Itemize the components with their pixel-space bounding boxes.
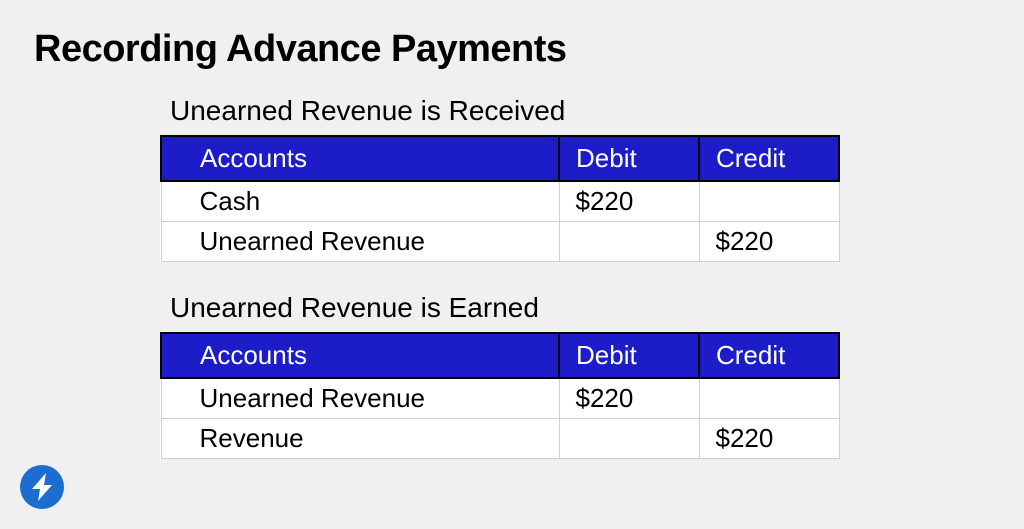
cell-debit <box>559 222 699 262</box>
col-header-debit: Debit <box>559 333 699 378</box>
table-header-row: Accounts Debit Credit <box>161 136 839 181</box>
cell-account: Unearned Revenue <box>161 222 559 262</box>
section-title: Unearned Revenue is Received <box>170 95 1024 127</box>
section-title: Unearned Revenue is Earned <box>170 292 1024 324</box>
col-header-credit: Credit <box>699 136 839 181</box>
journal-table-earned: Accounts Debit Credit Unearned Revenue $… <box>160 332 840 459</box>
cell-credit: $220 <box>699 419 839 459</box>
cell-account: Cash <box>161 181 559 222</box>
table-row: Cash $220 <box>161 181 839 222</box>
table-row: Unearned Revenue $220 <box>161 378 839 419</box>
col-header-debit: Debit <box>559 136 699 181</box>
cell-credit: $220 <box>699 222 839 262</box>
table-header-row: Accounts Debit Credit <box>161 333 839 378</box>
col-header-accounts: Accounts <box>161 333 559 378</box>
col-header-accounts: Accounts <box>161 136 559 181</box>
cell-credit <box>699 181 839 222</box>
cell-account: Unearned Revenue <box>161 378 559 419</box>
logo-icon <box>20 465 64 509</box>
journal-table-received: Accounts Debit Credit Cash $220 Unearned… <box>160 135 840 262</box>
col-header-credit: Credit <box>699 333 839 378</box>
cell-debit: $220 <box>559 181 699 222</box>
cell-account: Revenue <box>161 419 559 459</box>
table-row: Revenue $220 <box>161 419 839 459</box>
cell-debit: $220 <box>559 378 699 419</box>
cell-debit <box>559 419 699 459</box>
section-received: Unearned Revenue is Received Accounts De… <box>160 95 1024 262</box>
table-row: Unearned Revenue $220 <box>161 222 839 262</box>
section-earned: Unearned Revenue is Earned Accounts Debi… <box>160 292 1024 459</box>
cell-credit <box>699 378 839 419</box>
page-title: Recording Advance Payments <box>0 0 1024 71</box>
